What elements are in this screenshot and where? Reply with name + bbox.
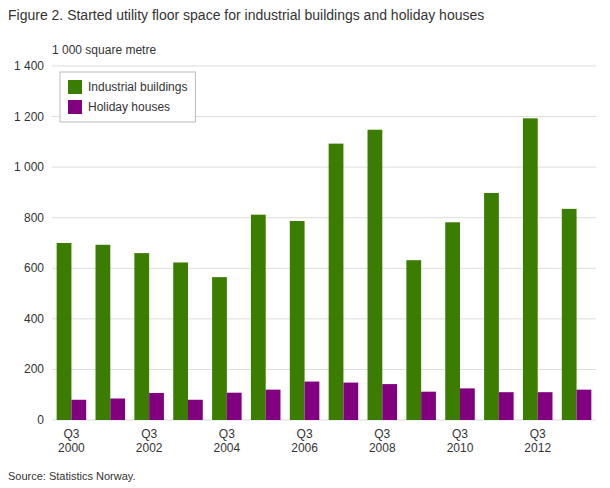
y-tick-label: 1 000 — [14, 160, 44, 174]
legend-swatch — [68, 80, 82, 94]
source-note: Source: Statistics Norway. — [8, 470, 136, 482]
x-tick-label: Q32012 — [524, 427, 551, 455]
grid-line — [52, 66, 596, 67]
series — [71, 382, 591, 420]
bar — [266, 390, 281, 420]
bar — [290, 221, 305, 420]
y-axis-label: 1 000 square metre — [52, 43, 156, 57]
legend-swatch — [68, 100, 82, 114]
bar — [445, 222, 460, 420]
legend-box — [60, 72, 195, 122]
chart-svg: Figure 2. Started utility floor space fo… — [0, 0, 610, 488]
bar — [343, 383, 358, 420]
x-tick-label: Q32002 — [136, 427, 163, 455]
grid-line — [52, 167, 596, 168]
legend-label: Holiday houses — [88, 100, 170, 114]
legend-label: Industrial buildings — [88, 80, 187, 94]
bar — [251, 215, 266, 420]
x-tick-label: Q32008 — [369, 427, 396, 455]
y-tick-label: 800 — [24, 211, 44, 225]
bar — [71, 400, 86, 420]
bar — [173, 262, 188, 420]
x-tick-label: Q32000 — [58, 427, 85, 455]
grid-line — [52, 420, 596, 421]
bar — [562, 209, 577, 420]
bar — [406, 260, 421, 420]
bar — [460, 388, 475, 420]
y-tick-label: 400 — [24, 312, 44, 326]
y-tick-label: 200 — [24, 362, 44, 376]
grid-line — [52, 268, 596, 269]
grid-line — [52, 318, 596, 319]
legend: Industrial buildings Holiday houses — [60, 72, 195, 122]
x-axis: Q32000 Q32002 Q32004 Q32006 Q32008 Q32010 Q320… — [58, 427, 551, 455]
bar — [96, 245, 111, 420]
bar — [134, 253, 149, 420]
bar — [484, 193, 499, 420]
bar — [538, 392, 553, 420]
bar — [499, 392, 514, 420]
x-tick-label: Q32004 — [214, 427, 241, 455]
bar — [523, 118, 538, 420]
y-tick-label: 0 — [37, 413, 44, 427]
chart-title: Figure 2. Started utility floor space fo… — [8, 7, 484, 23]
chart-container: Figure 2. Started utility floor space fo… — [0, 0, 610, 488]
series — [57, 118, 577, 420]
bar — [305, 382, 320, 420]
bar — [57, 243, 72, 420]
bar — [421, 392, 436, 420]
bar — [577, 390, 592, 420]
grid-line — [52, 217, 596, 218]
x-tick-label: Q32010 — [447, 427, 474, 455]
grid — [52, 66, 596, 420]
y-tick-label: 1 200 — [14, 110, 44, 124]
y-axis: 0 200 400 600 800 1 000 1 200 1 400 — [14, 59, 44, 427]
bar — [382, 384, 397, 420]
bar — [212, 277, 227, 420]
bar — [368, 130, 383, 420]
bars — [57, 118, 592, 420]
grid-line — [52, 369, 596, 370]
bar — [110, 399, 125, 420]
bar — [149, 393, 164, 420]
bar — [188, 400, 203, 420]
x-tick-label: Q32006 — [291, 427, 318, 455]
bar — [227, 393, 242, 420]
y-tick-label: 600 — [24, 261, 44, 275]
bar — [329, 144, 344, 420]
y-tick-label: 1 400 — [14, 59, 44, 73]
